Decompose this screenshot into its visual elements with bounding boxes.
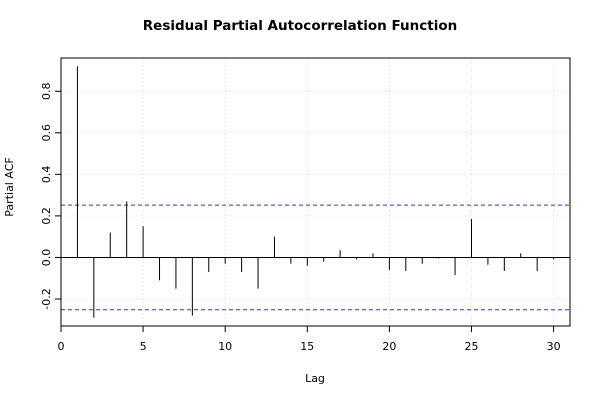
- y-tick-label: 0.0: [40, 249, 53, 267]
- y-tick-label: 0.8: [40, 82, 53, 100]
- x-tick-label: 15: [300, 340, 314, 353]
- plot-frame: [60, 57, 571, 327]
- x-axis: 0 5 10 15 20 25 30: [58, 325, 561, 353]
- grid-layer: [60, 58, 570, 326]
- chart-title: Residual Partial Autocorrelation Functio…: [143, 18, 457, 34]
- y-axis: -0.2 0.0 0.2 0.4 0.6 0.8: [40, 82, 62, 310]
- x-tick-label: 0: [58, 340, 65, 353]
- x-tick-label: 25: [464, 340, 478, 353]
- y-tick-label: 0.2: [40, 207, 53, 225]
- x-tick-label: 5: [140, 340, 147, 353]
- y-axis-label: Partial ACF: [3, 157, 16, 216]
- x-axis-label: Lag: [305, 372, 325, 385]
- y-tick-label: -0.2: [40, 288, 53, 309]
- x-tick-label: 20: [382, 340, 396, 353]
- y-tick-label: 0.6: [40, 124, 53, 142]
- confidence-bounds: [61, 204, 570, 311]
- x-tick-label: 30: [547, 340, 561, 353]
- pacf-bars: [76, 66, 555, 318]
- x-tick-label: 10: [218, 340, 232, 353]
- y-tick-label: 0.4: [40, 166, 53, 184]
